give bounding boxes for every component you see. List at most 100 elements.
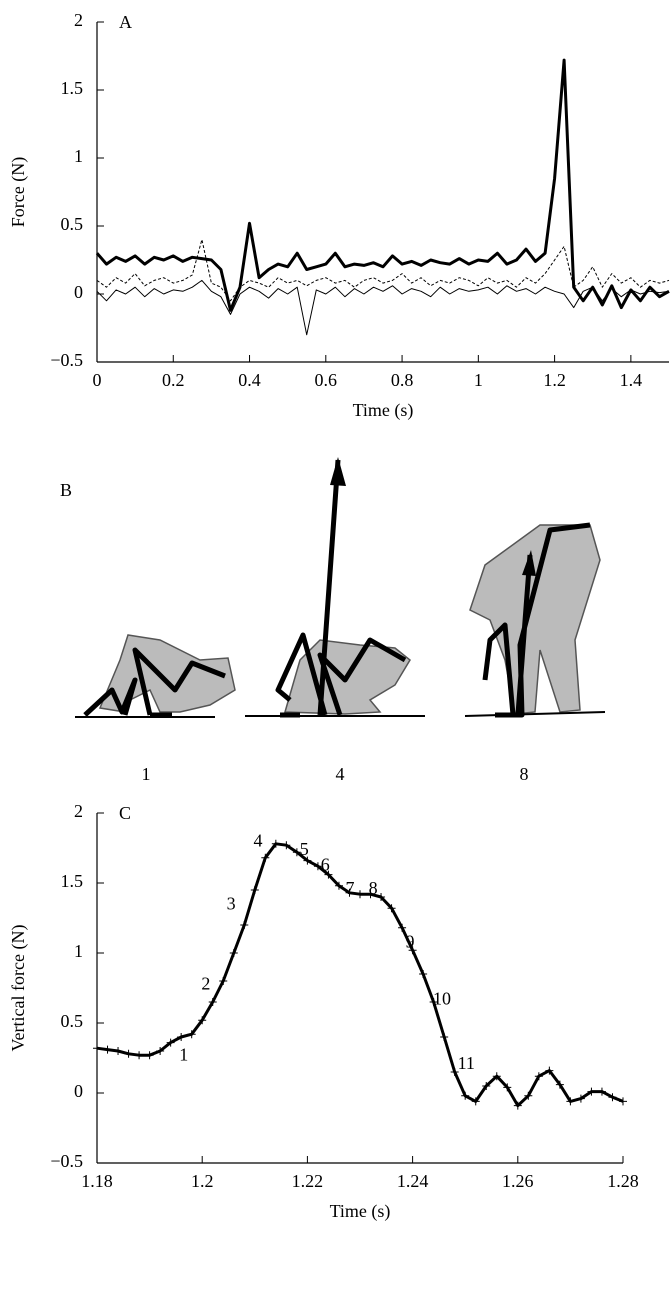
cross-marker: [450, 1068, 459, 1076]
cross-marker: [545, 1066, 554, 1075]
chart-panel: −0.5 0 0.5 1 1.5 2 1.18 1.2 1.22 1.24 1.26 1.28 C Tim…: [8, 801, 639, 1222]
annotation: 11: [458, 1053, 475, 1073]
y-tick-label: 2: [74, 801, 83, 821]
annotation: 1: [179, 1045, 188, 1065]
x-tick-label: 1.28: [607, 1171, 639, 1191]
annotation: 4: [253, 831, 262, 851]
cross-marker: [103, 1045, 112, 1054]
cross-marker: [261, 853, 270, 862]
cross-marker: [229, 949, 238, 957]
cross-marker: [313, 862, 322, 871]
data-line: [96, 279, 670, 336]
y-tick-label: 0.5: [61, 1011, 84, 1031]
cross-marker: [345, 888, 354, 897]
y-tick-label: 0: [74, 282, 83, 302]
cross-marker: [324, 870, 333, 879]
cross-marker: [292, 848, 301, 857]
y-tick-label: 0: [74, 1081, 83, 1101]
annotation: 5: [300, 839, 309, 859]
panel-b: B: [60, 457, 606, 718]
cross-marker: [177, 1033, 186, 1041]
cross-marker: [408, 946, 417, 955]
y-tick-label: 1.5: [61, 78, 84, 98]
cross-marker: [482, 1082, 491, 1090]
y-tick-label: 1: [74, 146, 83, 166]
cross-marker: [208, 998, 217, 1006]
y-tick-label: 0.5: [61, 214, 84, 234]
frame-label: 8: [520, 764, 529, 784]
cross-marker: [166, 1038, 175, 1047]
cross-marker: [576, 1094, 585, 1103]
data-line: [95, 58, 670, 312]
annotation: 7: [346, 878, 355, 898]
x-tick-label: 1.2: [543, 370, 566, 390]
cross-marker: [198, 1016, 207, 1025]
cross-marker: [587, 1087, 596, 1096]
cross-marker: [356, 890, 364, 899]
x-tick-label: 1.26: [502, 1171, 534, 1191]
y-tick-label: 1.5: [61, 871, 84, 891]
cross-marker: [524, 1091, 533, 1100]
y-tick-label: −0.5: [50, 1151, 83, 1171]
cross-marker: [366, 890, 375, 899]
annotation: 9: [405, 931, 414, 951]
cross-marker: [461, 1091, 470, 1100]
cross-marker: [282, 841, 291, 850]
chart-panel: −0.5 0 0.5 1 1.5 2 0 0.2 0.4 0.6 0.8 1 1.2 1.4 A Time (…: [8, 10, 670, 421]
y-tick-label: 2: [74, 10, 83, 30]
x-tick-label: 0.4: [238, 370, 261, 390]
cross-marker: [566, 1097, 575, 1106]
cross-marker: [219, 977, 228, 985]
cross-marker: [387, 904, 396, 913]
cross-marker: [93, 1044, 101, 1053]
cross-marker: [250, 886, 259, 894]
cross-marker: [597, 1087, 606, 1096]
panel-label: B: [60, 480, 72, 500]
data-line: [96, 239, 670, 302]
cross-marker: [419, 970, 428, 978]
panel-label: A: [119, 12, 132, 32]
cross-marker: [135, 1051, 144, 1060]
annotation: 3: [227, 894, 236, 914]
x-axis-title: Time (s): [353, 400, 414, 421]
cross-marker: [124, 1049, 133, 1058]
y-axis-title: Force (N): [8, 157, 29, 227]
cross-marker: [440, 1033, 449, 1041]
x-tick-label: 1.18: [81, 1171, 113, 1191]
cross-marker: [534, 1072, 543, 1081]
panel-label: C: [119, 803, 131, 823]
cross-marker: [187, 1030, 196, 1039]
grasshopper-illustration: [245, 457, 425, 718]
x-tick-label: 0.6: [315, 370, 338, 390]
y-tick-label: 1: [74, 941, 83, 961]
cross-marker: [608, 1093, 617, 1102]
cross-marker: [145, 1051, 154, 1060]
annotation: 8: [369, 878, 378, 898]
cross-marker: [398, 923, 407, 932]
x-tick-label: 1: [474, 370, 483, 390]
annotation: 10: [433, 989, 451, 1009]
x-tick-label: 0.2: [162, 370, 185, 390]
cross-marker: [303, 856, 312, 865]
cross-marker: [471, 1097, 480, 1106]
cross-marker: [114, 1047, 123, 1055]
x-axis-title: Time (s): [330, 1201, 391, 1222]
x-tick-label: 1.2: [191, 1171, 214, 1191]
frame-label: 1: [142, 764, 151, 784]
cross-marker: [377, 893, 386, 901]
grasshopper-illustration: [75, 634, 236, 718]
grasshopper-illustration: [464, 522, 606, 718]
annotation: 6: [321, 854, 330, 874]
annotation: 2: [201, 973, 210, 993]
cross-marker: [156, 1047, 165, 1055]
x-tick-label: 1.4: [620, 370, 643, 390]
x-tick-label: 0: [93, 370, 102, 390]
data-line: [96, 842, 624, 1108]
cross-marker: [271, 839, 280, 848]
x-tick-label: 1.22: [292, 1171, 324, 1191]
cross-marker: [240, 921, 249, 929]
cross-marker: [429, 998, 438, 1006]
frame-label: 4: [336, 764, 345, 784]
